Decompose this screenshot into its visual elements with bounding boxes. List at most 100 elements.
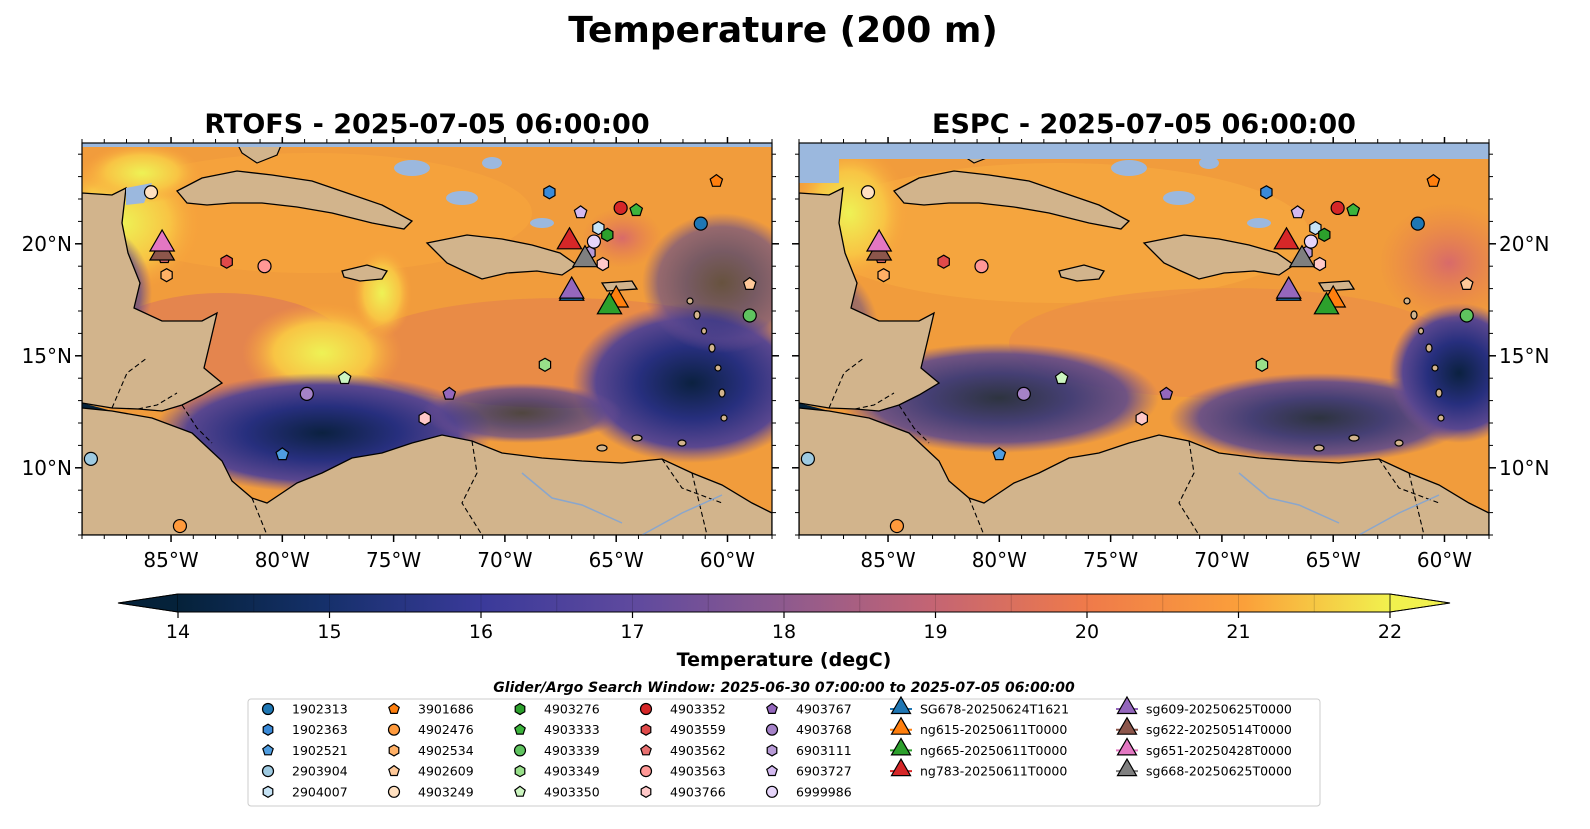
- legend-marker: [261, 764, 275, 778]
- colorbar-bar: [178, 594, 1390, 612]
- colorbar-tick-label: 15: [317, 621, 341, 643]
- legend-marker: [765, 785, 779, 798]
- legend-marker: [262, 785, 274, 798]
- map-panel-rtofs: [81, 142, 773, 536]
- float-marker: [693, 216, 708, 231]
- legend-marker: [640, 785, 652, 798]
- legend-label: SG678-20250624T1621: [920, 702, 1069, 717]
- float-marker: [889, 518, 905, 534]
- legend-label: 1902521: [292, 743, 348, 758]
- legend-label: 4903276: [544, 702, 600, 717]
- float-marker: [1303, 234, 1319, 249]
- float-marker: [1255, 357, 1269, 372]
- legend-item: 6999986: [765, 784, 852, 799]
- legend-label: 4903559: [670, 722, 726, 737]
- legend-item: ng615-20250611T0000: [890, 716, 1067, 737]
- float-marker: [1410, 216, 1425, 231]
- float-marker: [543, 185, 556, 200]
- legend-label: 2903904: [292, 764, 348, 779]
- glider-marker: [1288, 244, 1316, 268]
- legend-item: ng665-20250611T0000: [890, 737, 1067, 758]
- legend-label: 4902609: [418, 764, 474, 779]
- legend-label: 1902363: [292, 722, 348, 737]
- legend-label: 4902534: [418, 743, 474, 758]
- legend-label: 4903767: [796, 702, 852, 717]
- legend-label: 4903562: [670, 743, 726, 758]
- glider-marker: [1313, 291, 1340, 315]
- legend-marker: [1116, 716, 1138, 735]
- lon-tick-label: 65°W: [589, 548, 644, 572]
- legend-label: 4903333: [544, 722, 600, 737]
- legend-marker: [261, 702, 275, 716]
- legend-label: 6903727: [796, 764, 852, 779]
- float-marker: [83, 451, 99, 466]
- float-marker: [1290, 205, 1305, 219]
- colorbar-extend-max: [1389, 593, 1451, 613]
- float-marker: [1346, 202, 1361, 217]
- float-marker: [877, 268, 890, 283]
- float-marker: [586, 234, 602, 249]
- colorbar-tick-label: 21: [1226, 621, 1250, 643]
- legend-marker: [387, 723, 401, 736]
- float-marker: [709, 173, 724, 187]
- legend-label: 4903768: [796, 722, 852, 737]
- float-marker: [596, 256, 610, 272]
- lon-tick-label: 75°W: [1083, 548, 1138, 572]
- lon-tick-label: 70°W: [1194, 548, 1249, 572]
- legend-label: ng615-20250611T0000: [920, 722, 1067, 737]
- lon-tick-label: 60°W: [700, 548, 755, 572]
- legend-marker: [890, 716, 912, 735]
- float-marker: [1330, 200, 1345, 216]
- float-marker: [742, 308, 757, 323]
- float-marker: [613, 200, 628, 216]
- legend-label: 4902476: [418, 722, 474, 737]
- legend-item: 1902363: [262, 722, 348, 737]
- legend-marker: [639, 764, 653, 778]
- legend-marker: [514, 785, 526, 797]
- glider-marker: [148, 228, 176, 252]
- legend-label: 6999986: [796, 784, 852, 799]
- glider-marker: [558, 275, 585, 299]
- legend-marker: [890, 695, 912, 715]
- legend-item: 2904007: [262, 784, 348, 799]
- glider-marker: [1275, 275, 1302, 299]
- legend-item: 4902476: [387, 722, 474, 737]
- legend-item: 1902521: [262, 743, 348, 758]
- colorbar-tick-label: 19: [923, 621, 947, 643]
- legend-item: 4902534: [388, 743, 474, 758]
- legend-item: 3901686: [388, 702, 474, 717]
- legend: 1902313 1902363 1902521 2903904 2904007 39016…: [247, 695, 1321, 807]
- float-marker: [143, 185, 159, 200]
- float-marker: [629, 202, 644, 217]
- panel-title-espc: ESPC - 2025-07-05 06:00:00: [932, 109, 1356, 140]
- lon-tick-label: 60°W: [1417, 548, 1472, 572]
- glider-marker: [571, 244, 599, 268]
- legend-label: 4903249: [418, 784, 474, 799]
- float-marker: [418, 411, 431, 426]
- legend-item: ng783-20250611T0000: [890, 757, 1067, 779]
- legend-label: sg622-20250514T0000: [1146, 722, 1292, 737]
- float-marker: [992, 447, 1007, 461]
- legend-item: 4903563: [639, 764, 726, 779]
- legend-label: sg609-20250625T0000: [1146, 702, 1292, 717]
- lon-tick-label: 65°W: [1306, 548, 1361, 572]
- legend-marker: [262, 723, 274, 736]
- legend-marker: [766, 744, 778, 757]
- float-marker: [1318, 227, 1331, 242]
- legend-label: 4903563: [670, 764, 726, 779]
- lon-tick-label: 85°W: [860, 548, 915, 572]
- legend-marker: [388, 764, 400, 777]
- markers-rtofs: [83, 173, 757, 534]
- float-marker: [974, 259, 989, 274]
- float-marker: [601, 227, 614, 242]
- legend-label: 4903349: [544, 764, 600, 779]
- legend-item: 4903333: [514, 722, 600, 737]
- legend-item: 6903111: [766, 743, 852, 758]
- colorbar-tick-label: 16: [469, 621, 493, 643]
- axes-rtofs: 85°W 80°W 75°W 70°W 65°W 60°W 10°N 15°N 20°N: [22, 137, 779, 572]
- colorbar-tick-label: 20: [1075, 621, 1099, 643]
- legend-item: 6903727: [766, 764, 852, 779]
- legend-label: 3901686: [418, 702, 474, 717]
- legend-label: 4903766: [670, 784, 726, 799]
- legend-marker: [765, 723, 779, 736]
